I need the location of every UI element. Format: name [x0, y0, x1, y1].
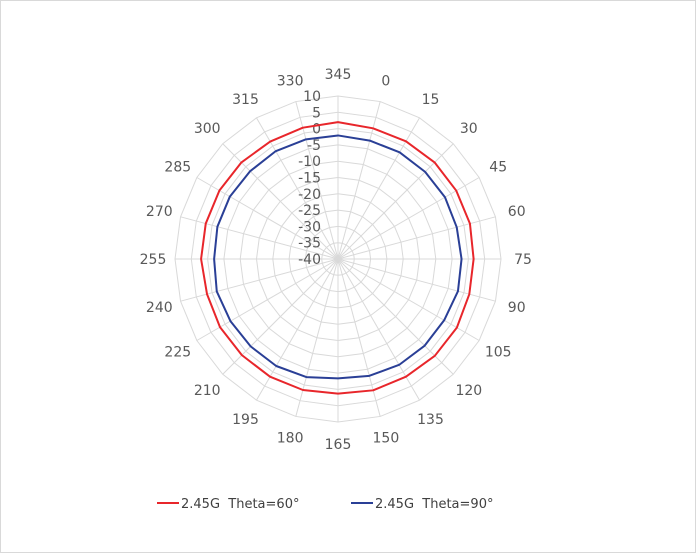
angle-label: 315 [232, 92, 259, 108]
angle-label: 225 [164, 345, 191, 361]
radial-tick-label: -30 [298, 219, 321, 235]
angle-label: 90 [508, 300, 526, 316]
legend-item-theta-90: 2.45G Theta=90° [351, 497, 493, 512]
angle-label: 45 [489, 160, 507, 176]
radial-tick-label: -10 [298, 154, 321, 170]
angle-label: 15 [422, 92, 440, 108]
grid-spoke [337, 258, 480, 341]
grid-spoke [337, 258, 454, 375]
angle-label: 195 [232, 412, 259, 428]
radar-spokes [175, 96, 501, 422]
angle-label: 180 [277, 431, 304, 447]
radial-tick-label: -40 [298, 252, 321, 268]
radial-tick-label: -5 [307, 138, 321, 154]
angle-label: 210 [194, 383, 221, 399]
legend-label-theta-60: 2.45G Theta=60° [181, 497, 299, 512]
legend-item-theta-60: 2.45G Theta=60° [157, 497, 299, 512]
angle-label: 255 [140, 252, 167, 268]
radial-tick-label: -35 [298, 236, 321, 252]
angle-label: 345 [325, 67, 352, 83]
radial-tick-label: -25 [298, 203, 321, 219]
grid-spoke [180, 216, 339, 260]
grid-spoke [196, 258, 339, 341]
series-line-theta-60 [200, 121, 475, 395]
angle-label: 330 [277, 73, 304, 89]
radar-series [200, 121, 475, 395]
angle-label: 300 [194, 121, 221, 137]
angle-label: 120 [455, 383, 482, 399]
angle-label: 75 [514, 252, 532, 268]
angle-label: 135 [417, 412, 444, 428]
legend-label-theta-90: 2.45G Theta=90° [375, 497, 493, 512]
grid-spoke [337, 258, 420, 401]
angle-label: 30 [460, 121, 478, 137]
radial-tick-label: -20 [298, 187, 321, 203]
angle-label: 105 [485, 345, 512, 361]
radial-tick-label: 10 [303, 89, 321, 105]
angle-label: 165 [325, 437, 352, 453]
radial-tick-label: 0 [312, 122, 321, 138]
radial-tick-label: -15 [298, 171, 321, 187]
angle-label: 285 [164, 160, 191, 176]
angle-label: 60 [508, 204, 526, 220]
legend: 2.45G Theta=60° 2.45G Theta=90° [157, 497, 493, 512]
grid-spoke [337, 117, 420, 260]
angle-label: 150 [373, 431, 400, 447]
grid-spoke [256, 258, 339, 401]
angle-label: 240 [146, 300, 173, 316]
grid-spoke [196, 177, 339, 260]
grid-spoke [337, 177, 480, 260]
angle-label: 270 [146, 204, 173, 220]
radial-tick-label: 5 [312, 105, 321, 121]
angle-label: 0 [381, 73, 390, 89]
series-line-theta-90 [213, 134, 463, 380]
